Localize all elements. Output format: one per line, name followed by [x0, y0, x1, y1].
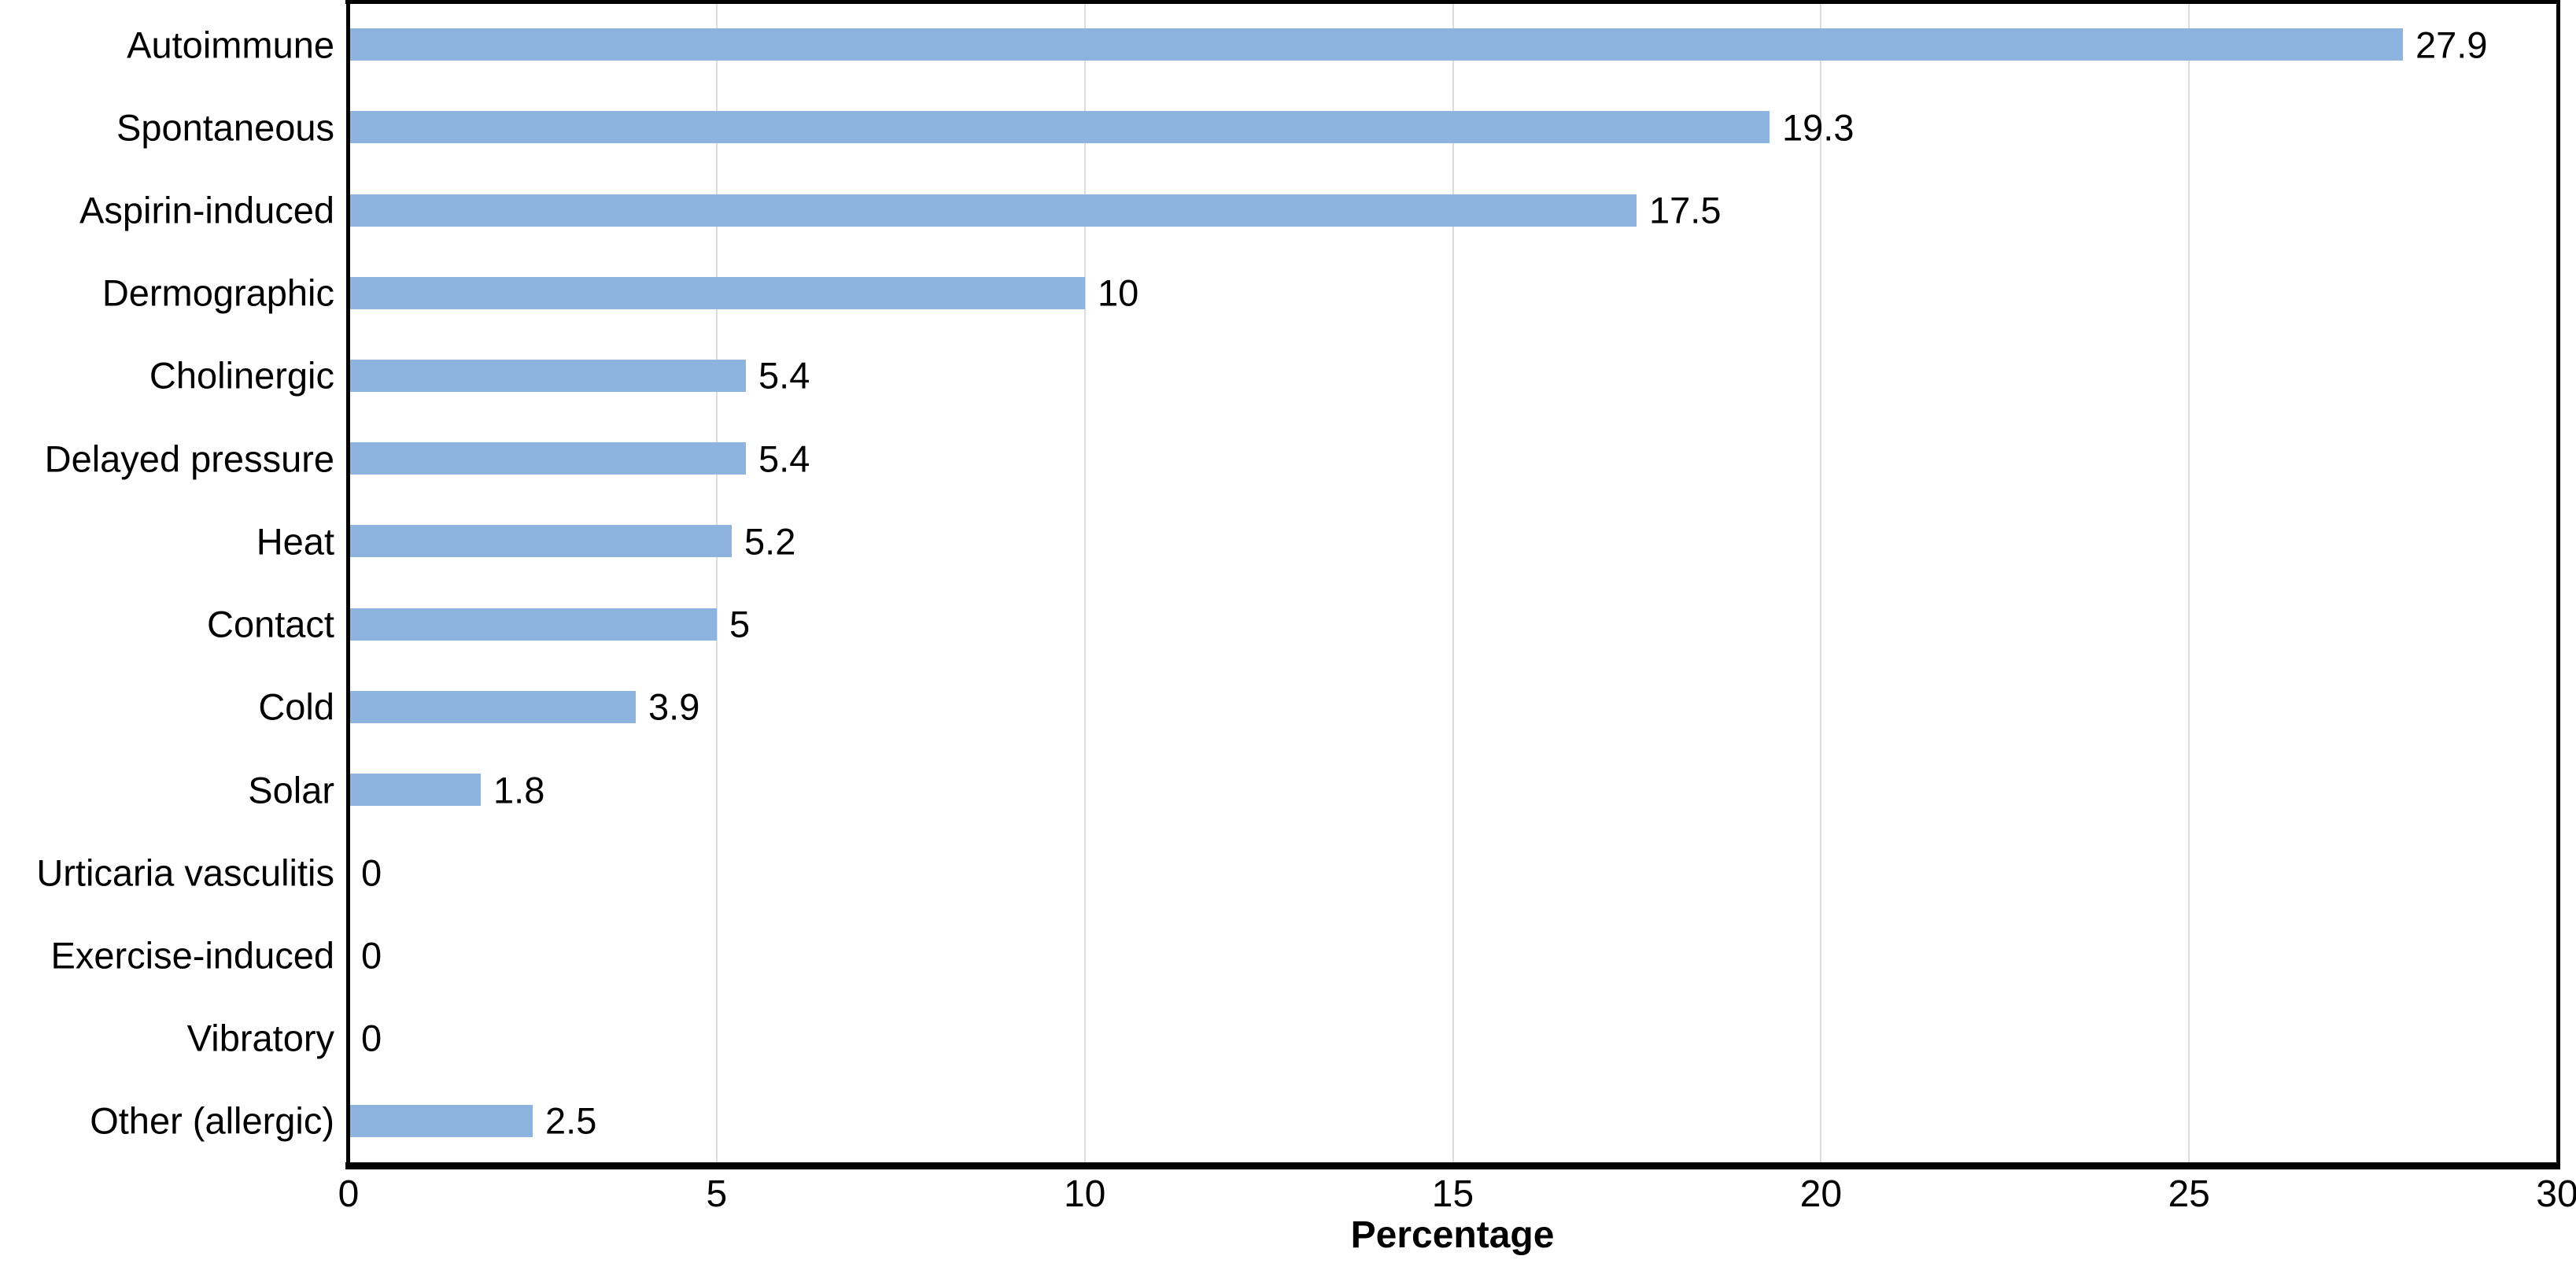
gridline [1820, 4, 1822, 1162]
x-tick-label: 25 [2168, 1173, 2210, 1215]
bar [349, 277, 1085, 309]
x-tick-label: 10 [1063, 1173, 1106, 1215]
value-label: 0 [361, 851, 382, 894]
bar [349, 525, 732, 557]
category-label: Cholinergic [149, 354, 334, 397]
gridline [1452, 4, 1454, 1162]
category-label: Exercise-induced [50, 934, 334, 977]
bar [349, 691, 636, 723]
x-tick-label: 5 [706, 1173, 728, 1215]
category-label: Other (allergic) [90, 1099, 334, 1142]
value-label: 2.5 [545, 1099, 597, 1142]
bar [349, 1105, 533, 1137]
x-tick-label: 30 [2536, 1173, 2576, 1215]
value-label: 17.5 [1649, 189, 1722, 231]
category-label: Spontaneous [116, 106, 334, 149]
x-tick-label: 0 [338, 1173, 360, 1215]
category-label: Delayed pressure [44, 438, 334, 480]
value-label: 19.3 [1782, 106, 1854, 149]
category-label: Contact [207, 603, 334, 645]
category-label: Solar [248, 769, 334, 811]
category-label: Heat [256, 520, 334, 563]
plot-top-border [345, 0, 2560, 4]
value-label: 5.4 [758, 354, 810, 397]
bar [349, 111, 1770, 143]
x-tick-label: 20 [1799, 1173, 1843, 1215]
bar [349, 28, 2403, 61]
gridline [2188, 4, 2190, 1162]
x-axis-line [345, 1162, 2560, 1169]
value-label: 0 [361, 1017, 382, 1059]
category-label: Autoimmune [127, 24, 334, 66]
bar [349, 360, 746, 392]
value-label: 0 [361, 934, 382, 977]
bar [349, 608, 717, 641]
value-label: 5.4 [758, 438, 810, 480]
category-label: Cold [258, 685, 334, 728]
gridline [715, 4, 718, 1162]
x-axis-title: Percentage [1350, 1214, 1555, 1256]
value-label: 5.2 [744, 520, 796, 563]
category-label: Vibratory [186, 1017, 334, 1059]
gridline [1083, 4, 1086, 1162]
bar [349, 194, 1637, 227]
value-label: 5 [729, 603, 751, 645]
value-label: 10 [1098, 272, 1139, 314]
value-label: 1.8 [493, 769, 545, 811]
value-label: 3.9 [648, 685, 700, 728]
bar [349, 442, 746, 475]
category-label: Aspirin-induced [79, 189, 334, 231]
value-label: 27.9 [2415, 24, 2488, 66]
plot-right-border [2556, 0, 2560, 1169]
x-tick-label: 15 [1431, 1173, 1474, 1215]
y-axis-line [346, 0, 350, 1169]
bar [349, 774, 481, 806]
category-label: Dermographic [101, 272, 334, 314]
category-label: Urticaria vasculitis [36, 851, 334, 894]
